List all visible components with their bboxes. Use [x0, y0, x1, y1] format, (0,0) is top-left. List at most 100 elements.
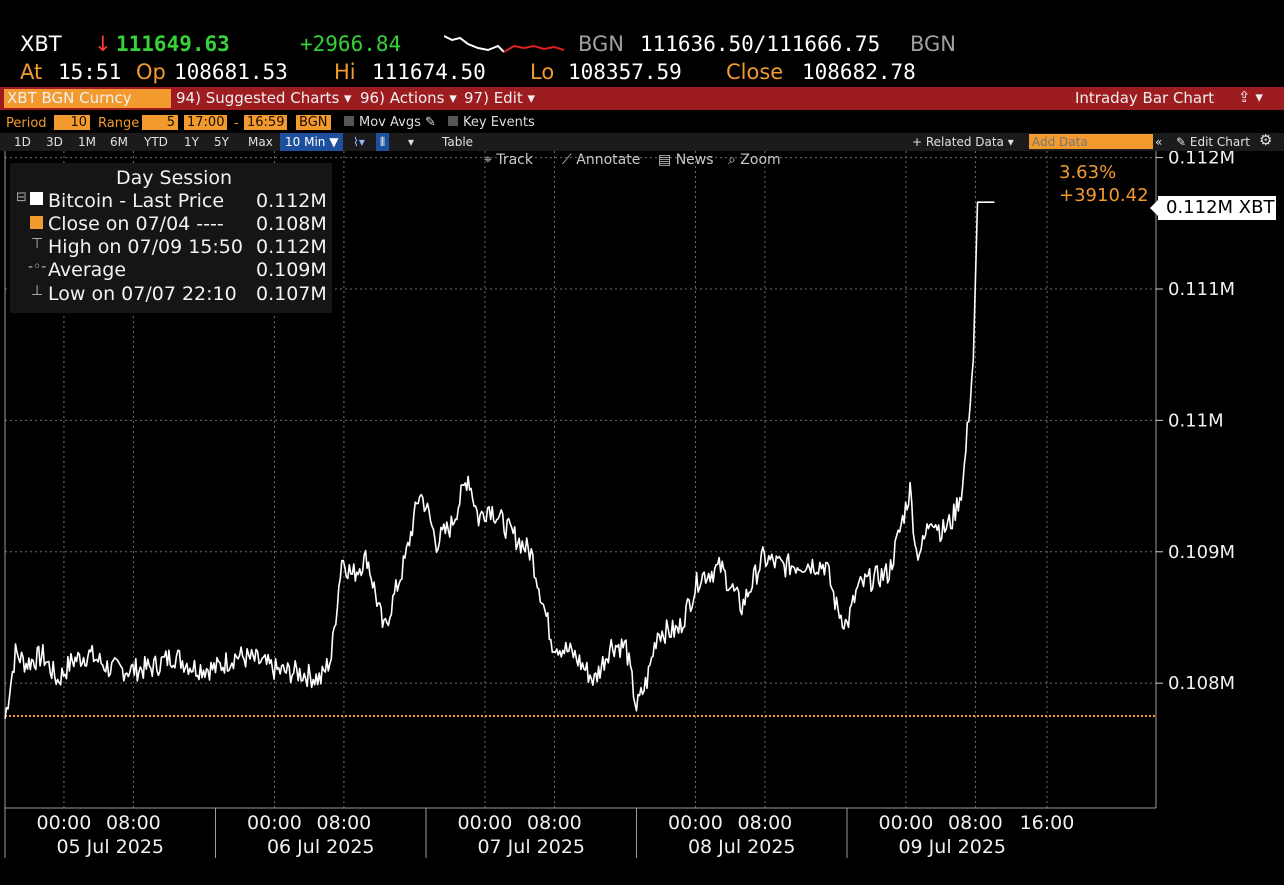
source-input[interactable]: BGN	[296, 115, 331, 130]
magnifier-icon: ⌕	[728, 152, 741, 168]
period-label: Period	[6, 116, 47, 131]
price-change: +2966.84	[300, 32, 402, 56]
x-axis: 00:00 08:00 00:00 08:00 00:00 08:00 00:00 08:00…	[37, 812, 1075, 858]
crosshair-icon: ⌖	[484, 152, 497, 168]
y-tick-label: 0.109M	[1168, 542, 1235, 563]
annotate-icon: ⟋	[562, 152, 577, 168]
bar-style-icon[interactable]: ⫴	[376, 133, 390, 151]
interval-dropdown[interactable]: 10 Min ▼	[280, 133, 344, 151]
average-marker-icon: -◦-	[28, 259, 47, 275]
period-input[interactable]: 10	[54, 115, 90, 130]
range-max-button[interactable]: Max	[248, 135, 273, 149]
range-1m-button[interactable]: 1M	[78, 135, 96, 149]
key-events-toggle[interactable]: Key Events	[448, 115, 535, 130]
range-3d-button[interactable]: 3D	[46, 135, 63, 149]
time-from-input[interactable]: 17:00	[184, 115, 228, 130]
chart-type-label: Intraday Bar Chart	[1075, 89, 1215, 107]
x-tick-label: 00:00	[247, 812, 302, 834]
x-date-label: 05 Jul 2025	[56, 836, 164, 858]
last-price-tag: 0.112M XBT	[1150, 196, 1276, 220]
x-date-label: 07 Jul 2025	[477, 836, 585, 858]
legend-label: High on 07/09 15:50	[48, 236, 243, 258]
checkbox-icon	[344, 116, 354, 126]
source-value[interactable]: BGN	[296, 115, 331, 130]
x-tick-label: 08:00	[317, 812, 372, 834]
range-1d-button[interactable]: 1D	[14, 135, 31, 149]
mov-avgs-label: Mov Avgs	[359, 115, 421, 130]
high-marker-icon: ⊤	[31, 236, 44, 252]
edit-chart-button[interactable]: ✎ Edit Chart	[1176, 133, 1250, 151]
high-label: Hi	[334, 60, 356, 84]
abs-change-annotation: +3910.42	[1059, 185, 1149, 206]
legend-label: Bitcoin - Last Price	[48, 190, 225, 212]
style-dropdown-icon[interactable]: ▾	[408, 135, 415, 149]
suggested-charts-menu[interactable]: 94) Suggested Charts ▾	[176, 89, 352, 107]
price-series	[4, 201, 995, 720]
related-data-button[interactable]: + Related Data ▾	[912, 135, 1014, 149]
range-value[interactable]: 5	[142, 115, 178, 130]
low-value: 108357.59	[568, 60, 682, 84]
x-tick-label: 08:00	[106, 812, 161, 834]
key-events-label: Key Events	[463, 115, 535, 130]
grid-lines	[4, 151, 1157, 858]
range-6m-button[interactable]: 6M	[110, 135, 128, 149]
legend: Day Session ⊟ Bitcoin - Last Price 0.112…	[10, 163, 332, 313]
actions-menu[interactable]: 96) Actions ▾	[360, 89, 457, 107]
open-value: 108681.53	[174, 60, 288, 84]
range-5y-button[interactable]: 5Y	[214, 135, 229, 149]
time-to-input[interactable]: 16:59	[244, 115, 288, 130]
range-ytd-button[interactable]: YTD	[144, 135, 168, 149]
y-tick-label: 0.111M	[1168, 279, 1235, 300]
source-label-2: BGN	[910, 32, 957, 56]
legend-swatch-white	[30, 192, 43, 205]
track-label: Track	[496, 152, 533, 168]
edit-chart-label: Edit Chart	[1189, 135, 1250, 149]
ticker: XBT	[20, 32, 62, 56]
annotate-tool[interactable]: ⟋ Annotate	[562, 152, 640, 174]
legend-label: Close on 07/04 ----	[48, 213, 224, 235]
close-label: Close	[726, 60, 784, 84]
table-button[interactable]: Table	[442, 135, 474, 149]
x-tick-label: 08:00	[738, 812, 793, 834]
collapse-tree-icon[interactable]: ⊟	[16, 190, 27, 205]
bid-ask: 111636.50/111666.75	[640, 32, 881, 56]
collapse-icon[interactable]: «	[1155, 135, 1163, 149]
last-price: 111649.63	[116, 32, 230, 56]
annotate-label: Annotate	[576, 152, 641, 168]
security-field[interactable]: XBT BGN Curncy	[4, 89, 171, 108]
line-style-icon[interactable]: ⌇▾	[353, 135, 365, 149]
mov-avgs-toggle[interactable]: Mov Avgs ✎	[344, 115, 436, 130]
edit-menu[interactable]: 97) Edit ▾	[464, 89, 536, 107]
add-data-input[interactable]	[1029, 134, 1153, 149]
y-axis: 0.108M 0.109M 0.11M 0.111M 0.112M	[1156, 151, 1235, 694]
zoom-tool[interactable]: ⌕ Zoom	[728, 152, 781, 174]
export-icon[interactable]: ⇪ ▾	[1238, 88, 1263, 106]
x-tick-label: 00:00	[37, 812, 92, 834]
time-to[interactable]: 16:59	[244, 115, 288, 130]
pencil-icon: ✎	[420, 115, 436, 130]
range-input[interactable]: 5	[142, 115, 178, 130]
y-tick-label: 0.112M	[1168, 151, 1235, 169]
down-arrow-icon: ↓	[94, 32, 112, 56]
x-tick-label: 00:00	[879, 812, 934, 834]
gear-icon[interactable]: ⚙	[1259, 131, 1273, 149]
legend-label: Low on 07/07 22:10	[48, 283, 237, 305]
x-tick-label: 16:00	[1020, 812, 1075, 834]
chart-area[interactable]: 0.108M 0.109M 0.11M 0.111M 0.112M 00:00 08:00…	[0, 151, 1284, 885]
sparkline-icon	[444, 35, 565, 53]
menu-bar	[0, 87, 1284, 110]
last-price-tag-label: 0.112M XBT	[1166, 197, 1275, 218]
x-tick-label: 08:00	[527, 812, 582, 834]
track-tool[interactable]: ⌖ Track	[484, 152, 533, 174]
x-tick-label: 08:00	[948, 812, 1003, 834]
y-tick-label: 0.108M	[1168, 673, 1235, 694]
last-price-tag-pointer	[1150, 200, 1158, 216]
range-1y-button[interactable]: 1Y	[184, 135, 199, 149]
at-label: At	[20, 60, 43, 84]
time-from[interactable]: 17:00	[184, 115, 228, 130]
legend-swatch-orange	[30, 216, 43, 229]
legend-value: 0.109M	[256, 259, 327, 281]
news-tool[interactable]: ▤ News	[658, 152, 714, 174]
low-marker-icon: ⊥	[31, 283, 44, 299]
period-value[interactable]: 10	[54, 115, 90, 130]
